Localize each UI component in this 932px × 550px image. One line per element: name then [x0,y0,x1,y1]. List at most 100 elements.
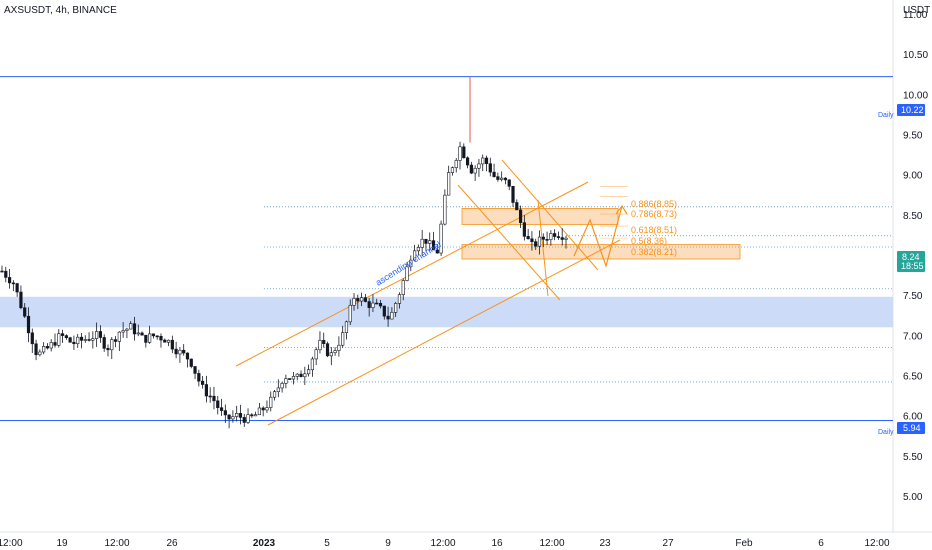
candle-body [511,185,515,203]
candle-body [113,339,118,342]
candle-body [291,376,296,380]
candle-body [537,236,542,247]
current-price-badge: 8.24 18:55 [897,251,925,272]
candle-body [166,339,171,343]
candle-body [420,238,424,248]
candle-body [182,349,186,354]
candle-body [318,340,322,351]
candle-body [397,294,402,304]
candle-body [242,417,246,423]
x-tick-label: 2023 [253,538,276,549]
y-tick-label: 6.50 [903,372,923,383]
candle-body [341,332,345,346]
current-price: 8.24 [902,252,920,262]
candle-body [227,414,231,420]
wedge-bounce-line[interactable] [537,199,549,297]
wedge-upper-line[interactable] [501,159,599,271]
candle-body [564,237,568,240]
candle-body [378,302,383,307]
lower-level-price: 5.94 [903,423,921,433]
candle-body [79,336,84,341]
levels-layer [0,76,893,421]
ascending-channel[interactable] [235,159,628,426]
candle-body [447,172,451,196]
candle-body [337,344,341,351]
projection-arrowhead [615,204,628,215]
support-zone[interactable] [0,296,893,328]
channel-lower-line[interactable] [267,239,621,426]
candle-body [53,342,57,346]
candle-body [556,236,561,238]
x-tick-label: 16 [491,538,503,549]
candle-body [310,358,314,371]
channel-upper-line[interactable] [235,181,589,367]
candle-body [4,270,8,278]
candle-body [375,302,379,305]
candle-body [57,333,61,346]
y-tick-label: 6.00 [903,412,923,423]
candle-body [303,373,307,378]
candle-body [60,333,65,336]
candle-body [469,164,473,174]
candle-body [344,321,349,333]
candle-body [295,373,299,377]
x-tick-label: 12:00 [864,538,889,549]
wedge-lower-line[interactable] [457,184,561,301]
candle-body [261,407,265,411]
candle-body [170,339,174,350]
candle-body [363,297,367,302]
candle-body [235,413,239,417]
candle-body [412,250,417,261]
candle-body [91,338,95,341]
candle-body [435,249,439,254]
candle-body [26,315,31,334]
candle-body [314,349,318,360]
fib-label-05: 0.5(8.36) [631,236,667,246]
candle-body [348,304,352,323]
candle-body [159,335,163,341]
candle-body [110,339,114,351]
x-axis[interactable]: 12:00 19 12:00 26 2023 5 9 12:00 16 12:00 23 27 Feb 6… [0,538,890,549]
candle-body [405,266,409,281]
x-tick-label: 6 [818,538,824,549]
candle-body [254,414,258,417]
candle-body [45,346,50,349]
y-axis[interactable]: 11.0010.5010.009.509.008.508.007.507.006… [903,10,928,503]
candle-body [246,414,250,423]
candle-body [359,297,364,302]
candle-body [450,167,455,173]
upper-level-daily-tag: Daily [878,112,894,119]
candle-body [87,339,91,341]
candle-body [553,233,557,237]
fib-label-0618: 0.618(8.51) [631,225,677,235]
candle-body [155,335,159,338]
candle-body [265,407,269,411]
candle-body [76,336,80,345]
candle-body [49,342,53,349]
candle-body [473,167,477,174]
bar-countdown: 18:55 [901,261,924,271]
candle-body [367,301,371,308]
candle-body [284,378,288,384]
candle-body [560,237,564,240]
x-tick-label: 5 [324,538,330,549]
candle-body [257,407,261,416]
y-tick-label: 10.50 [903,50,928,61]
candle-body [185,352,190,360]
candle-body [522,222,526,237]
candle-body [541,236,545,240]
candle-body [201,380,205,385]
candle-body [526,236,530,240]
candle-body [352,298,356,306]
candle-body [401,280,405,295]
candles-layer [0,76,893,429]
candle-body [428,240,432,244]
candle-body [250,414,254,417]
lower-level-daily-tag: Daily [878,429,894,436]
candle-body [443,194,447,225]
candle-body [484,157,489,164]
x-tick-label: 9 [385,538,391,549]
x-tick-label: Feb [735,538,753,549]
x-tick-label: 12:00 [539,538,564,549]
